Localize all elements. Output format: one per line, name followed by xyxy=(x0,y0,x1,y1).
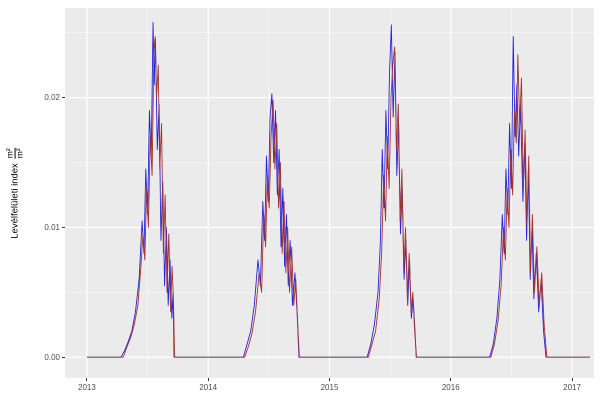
y-tick-mark xyxy=(62,97,65,99)
x-tick-label: 2017 xyxy=(563,383,581,392)
x-tick-label: 2014 xyxy=(199,383,218,392)
fraction-denominator: m² xyxy=(14,148,25,159)
x-tick-mark xyxy=(207,378,209,381)
x-tick-mark xyxy=(329,378,330,381)
plot-panel xyxy=(65,8,594,378)
plot-canvas xyxy=(65,8,594,378)
y-tick-label: 0.00 xyxy=(44,352,60,362)
x-tick-mark xyxy=(571,378,573,381)
y-tick-mark xyxy=(62,226,65,228)
series-line-observed-darkred xyxy=(86,36,591,358)
y-axis-title-text: Levélfelületi index xyxy=(9,163,21,239)
x-tick-label: 2013 xyxy=(78,383,96,392)
y-axis-title: Levélfelületi index m² m² xyxy=(5,147,25,239)
y-tick-label: 0.01 xyxy=(44,222,60,232)
x-tick-label: 2015 xyxy=(320,383,339,392)
x-tick-mark xyxy=(86,378,88,381)
x-tick-mark xyxy=(450,378,452,381)
y-tick-label: 0.02 xyxy=(44,93,60,103)
x-tick-label: 2016 xyxy=(441,383,460,392)
y-tick-mark xyxy=(62,356,65,358)
y-axis-unit-fraction: m² m² xyxy=(5,147,25,160)
